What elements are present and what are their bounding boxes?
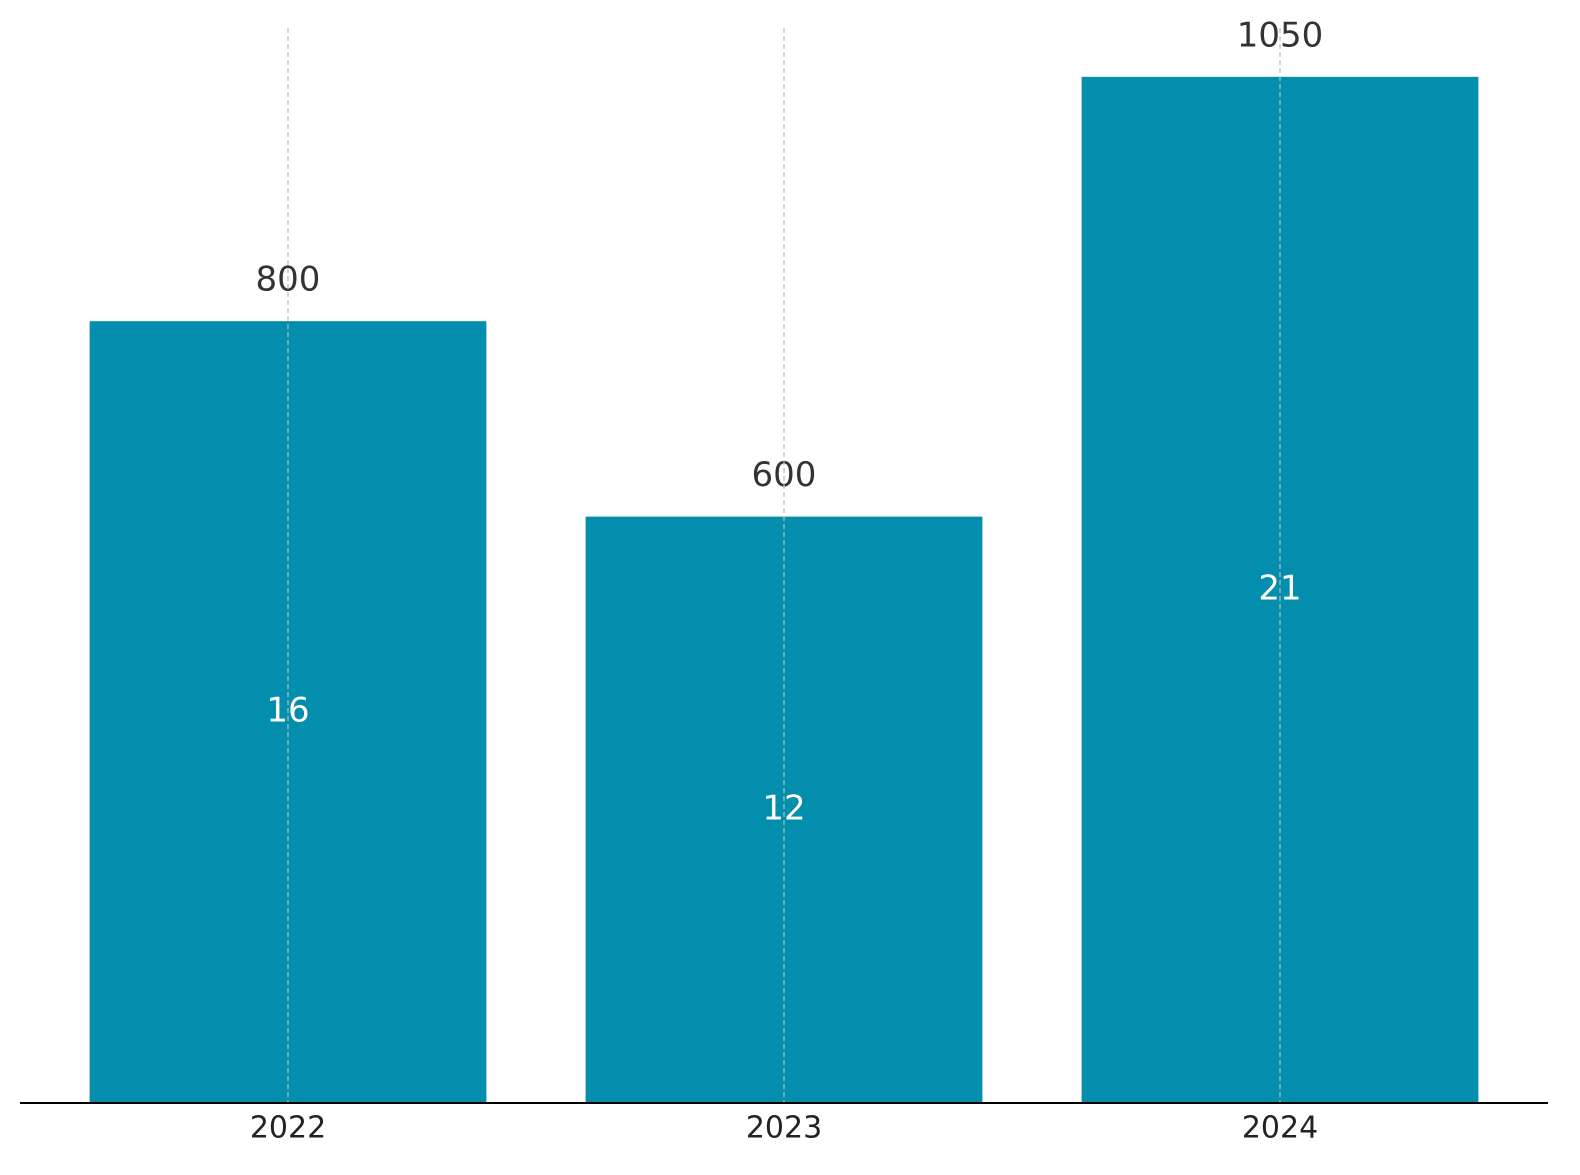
x-tick-label: 2023 [746, 1111, 822, 1146]
x-tick-label: 2022 [250, 1111, 326, 1146]
value-label: 1050 [1237, 15, 1324, 55]
x-tick-label: 2024 [1242, 1111, 1318, 1146]
